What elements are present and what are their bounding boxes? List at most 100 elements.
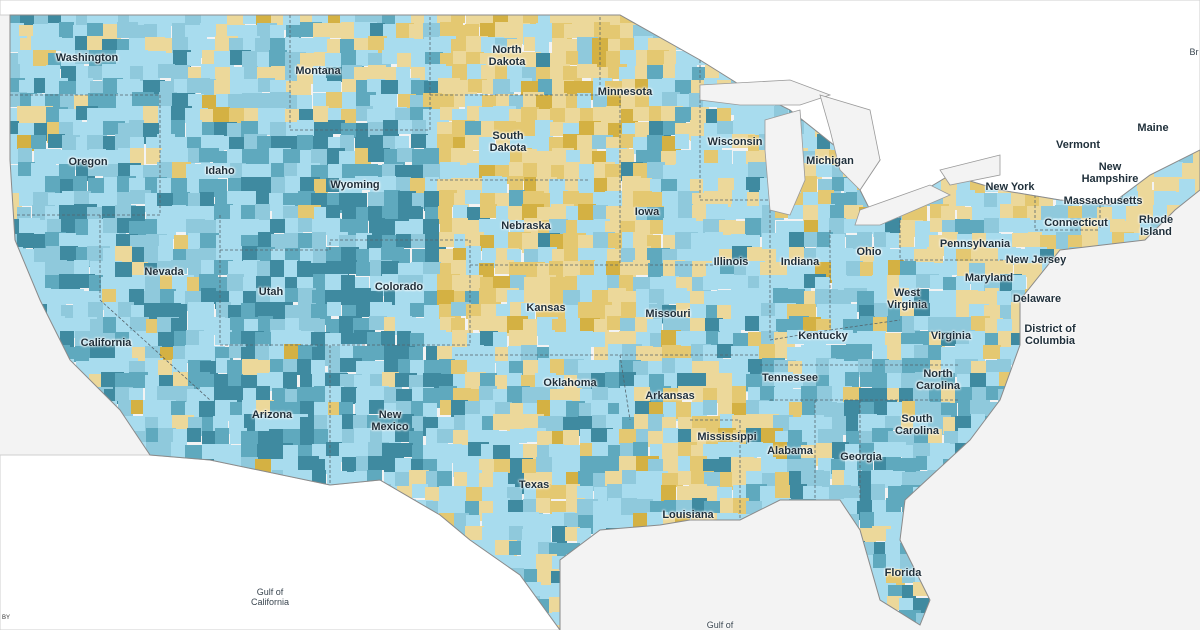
- county-tile: [242, 191, 259, 205]
- county-tile: [145, 15, 165, 26]
- county-tile: [619, 134, 635, 148]
- state-label-district-of-columbia: District of Columbia: [1024, 323, 1076, 347]
- county-tile: [143, 66, 160, 81]
- state-label-iowa: Iowa: [634, 206, 660, 218]
- county-tile: [284, 95, 298, 111]
- county-tile: [860, 402, 876, 416]
- county-tile: [157, 178, 171, 196]
- county-tile: [47, 149, 61, 164]
- county-tile: [31, 220, 47, 236]
- county-tile: [690, 120, 705, 141]
- county-tile: [803, 192, 820, 208]
- county-tile: [241, 121, 261, 138]
- county-tile: [48, 15, 64, 26]
- county-tile: [633, 277, 651, 291]
- county-tile: [465, 135, 482, 150]
- county-tile: [227, 191, 244, 206]
- state-label-indiana: Indiana: [780, 256, 820, 268]
- state-label-wisconsin: Wisconsin: [707, 136, 763, 148]
- county-tile: [325, 333, 342, 348]
- county-tile: [45, 94, 64, 108]
- county-tile: [18, 162, 35, 176]
- county-tile: [942, 220, 959, 235]
- county-tile: [381, 331, 395, 346]
- county-tile: [1168, 162, 1183, 180]
- county-tile: [564, 15, 583, 25]
- water-label-gulf-of-california: Gulf of California: [250, 587, 290, 607]
- county-tile: [384, 38, 401, 53]
- county-tile: [59, 205, 76, 221]
- county-tile: [172, 218, 188, 232]
- county-tile: [356, 302, 370, 317]
- state-label-mississippi: Mississippi: [697, 431, 757, 443]
- county-tile: [423, 93, 442, 109]
- state-label-colorado: Colorado: [374, 281, 424, 293]
- county-tile: [243, 79, 262, 95]
- county-tile: [717, 235, 733, 253]
- county-tile: [564, 81, 579, 95]
- county-tile: [256, 386, 270, 401]
- county-tile: [1112, 204, 1126, 222]
- county-tile: [776, 400, 791, 415]
- county-tile: [675, 134, 689, 149]
- county-tile: [353, 193, 367, 210]
- county-tile: [102, 289, 117, 303]
- county-tile: [241, 177, 261, 193]
- county-tile: [229, 137, 246, 152]
- county-tile: [731, 204, 747, 219]
- county-tile: [31, 36, 51, 53]
- county-tile: [17, 135, 35, 151]
- state-label-virginia: Virginia: [930, 330, 972, 342]
- county-tile: [284, 260, 298, 278]
- county-tile: [230, 79, 247, 96]
- state-label-california: California: [80, 337, 132, 349]
- water-label-br: Br: [1189, 47, 1199, 57]
- county-tile: [985, 288, 999, 305]
- county-tile: [803, 205, 819, 224]
- county-tile: [75, 36, 89, 52]
- county-tile: [34, 15, 55, 24]
- county-tile: [87, 23, 103, 40]
- county-tile: [269, 108, 286, 122]
- county-tile: [10, 108, 20, 127]
- county-tile: [536, 53, 554, 68]
- county-tile: [341, 275, 355, 291]
- county-tile: [339, 193, 356, 210]
- state-label-rhode-island: Rhode Island: [1138, 214, 1174, 238]
- county-tile: [227, 123, 244, 138]
- county-tile: [437, 457, 452, 472]
- county-tile: [620, 386, 634, 401]
- state-label-nevada: Nevada: [144, 266, 184, 278]
- county-tile: [718, 332, 735, 346]
- county-tile: [523, 163, 537, 181]
- county-tile: [818, 190, 834, 205]
- county-tile: [102, 50, 119, 68]
- county-tile: [397, 53, 413, 69]
- county-tile: [647, 50, 669, 66]
- county-tile: [886, 498, 901, 514]
- county-tile: [507, 39, 522, 53]
- county-tile: [703, 178, 720, 195]
- state-label-massachusetts: Massachusetts: [1063, 195, 1143, 207]
- county-tile: [425, 52, 443, 66]
- state-label-south-carolina: South Carolina: [894, 413, 939, 437]
- county-tile: [325, 218, 341, 235]
- county-tile: [521, 107, 539, 124]
- county-tile: [509, 190, 525, 206]
- county-tile: [832, 177, 847, 191]
- county-tile: [998, 234, 1016, 252]
- county-tile: [129, 221, 146, 237]
- county-tile: [368, 36, 387, 54]
- county-tile: [48, 134, 65, 148]
- county-tile: [635, 401, 651, 415]
- state-label-michigan: Michigan: [806, 155, 854, 167]
- state-label-minnesota: Minnesota: [597, 86, 653, 98]
- county-tile: [986, 233, 1001, 250]
- county-tile: [816, 163, 832, 177]
- state-label-louisiana: Louisiana: [662, 509, 714, 521]
- county-tile: [692, 205, 709, 223]
- county-tile: [718, 178, 735, 193]
- county-tile: [87, 15, 109, 24]
- county-tile: [706, 331, 720, 345]
